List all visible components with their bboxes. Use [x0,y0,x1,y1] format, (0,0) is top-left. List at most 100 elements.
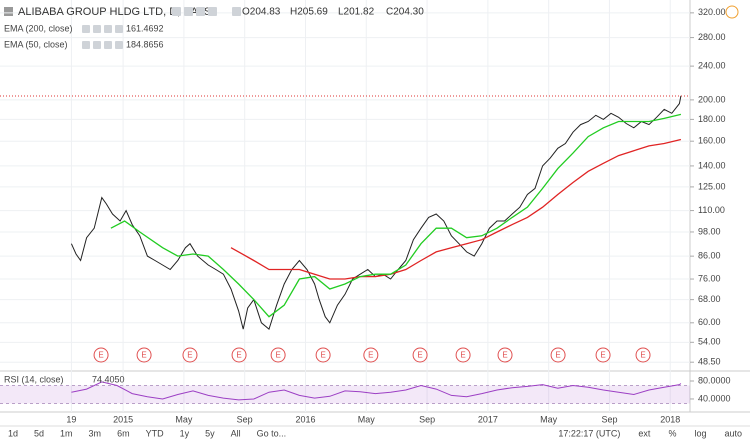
ohlc-value: H205.69 [290,7,328,18]
x-tick-label: 2017 [478,414,498,424]
collapse-icon[interactable] [4,7,13,16]
toolbar-button[interactable]: 1m [60,428,73,438]
x-tick-label: Sep [601,414,617,424]
price-line [70,95,682,330]
indicator-name: EMA (200, close) [4,23,73,33]
y-tick-label: 48.50 [698,357,721,367]
y-tick-label: 86.00 [698,251,721,261]
toolbar-button[interactable]: 3m [89,428,102,438]
earnings-label: E [187,351,192,360]
toolbar-button[interactable]: YTD [146,428,165,438]
y-tick-label: 54.00 [698,337,721,347]
indicator-icon[interactable] [93,41,101,49]
toolbar-button[interactable]: 6m [117,428,130,438]
earnings-marker[interactable] [93,347,109,363]
y-tick-label: 280.00 [698,32,726,42]
header-icon[interactable] [196,7,205,16]
toolbar-button[interactable]: log [694,428,706,438]
earnings-label: E [368,351,373,360]
ohlc-value: O204.83 [242,7,281,18]
earnings-label: E [417,351,422,360]
toolbar-button[interactable]: 17:22:17 (UTC) [558,428,620,438]
x-tick-label: 2015 [113,414,133,424]
indicator-value: 184.8656 [126,39,164,49]
earnings-marker[interactable] [550,347,566,363]
earnings-marker[interactable] [497,347,513,363]
symbol-title: ALIBABA GROUP HLDG LTD, D, BATS [18,6,211,18]
header-icon[interactable] [232,7,241,16]
toolbar-button[interactable]: 5d [34,428,44,438]
indicator-icon[interactable] [82,41,90,49]
toolbar-button[interactable]: auto [724,428,742,438]
y-tick-label: 76.00 [698,273,721,283]
header-icon[interactable] [184,7,193,16]
earnings-label: E [600,351,605,360]
toolbar-button[interactable]: Go to... [257,428,287,438]
x-tick-label: Sep [237,414,253,424]
toolbar-button[interactable]: 5y [205,428,215,438]
x-tick-label: 2016 [295,414,315,424]
ema-line [230,138,682,280]
earnings-label: E [98,351,103,360]
y-tick-label: 240.00 [698,60,726,70]
grid [0,0,690,412]
earnings-marker[interactable] [412,347,428,363]
plot [70,95,682,330]
rsi-tick-label: 40.0000 [698,393,731,403]
indicator-icon[interactable] [104,41,112,49]
earnings-marker[interactable] [455,347,471,363]
earnings-marker[interactable] [595,347,611,363]
indicator-icon[interactable] [115,41,123,49]
indicator-icon[interactable] [93,25,101,33]
earnings-marker[interactable] [270,347,286,363]
rsi-tick-label: 80.0000 [698,375,731,385]
earnings-label: E [320,351,325,360]
ohlc-value: L201.82 [338,7,375,18]
header-icon[interactable] [208,7,217,16]
y-tick-label: 125.00 [698,181,726,191]
earnings-marker[interactable] [136,347,152,363]
y-tick-label: 110.00 [698,205,725,215]
x-tick-label: 19 [66,414,76,424]
rsi-name: RSI (14, close) [4,374,64,384]
header-icon[interactable] [172,7,181,16]
alert-icon[interactable] [725,5,739,19]
earnings-marker[interactable] [363,347,379,363]
earnings-label: E [555,351,560,360]
toolbar-button[interactable]: 1y [180,428,190,438]
x-tick-label: May [175,414,193,424]
y-tick-label: 200.00 [698,94,726,104]
indicator-icon[interactable] [104,25,112,33]
indicator-value: 161.4692 [126,23,164,33]
ema-line [110,113,682,318]
x-tick-label: May [540,414,558,424]
toolbar-button[interactable]: All [231,428,241,438]
indicator-icon[interactable] [82,25,90,33]
rsi-value: 74.4050 [92,374,125,384]
x-tick-label: 2018 [660,414,680,424]
toolbar-button[interactable]: 1d [8,428,18,438]
earnings-marker[interactable] [182,347,198,363]
earnings-marker[interactable] [231,347,247,363]
earnings-marker[interactable] [635,347,651,363]
earnings-label: E [502,351,507,360]
toolbar-button[interactable]: ext [638,428,651,438]
y-tick-label: 60.00 [698,317,721,327]
rsi-band [0,385,690,404]
earnings-marker[interactable] [315,347,331,363]
earnings-label: E [460,351,465,360]
y-tick-label: 98.00 [698,226,721,236]
x-tick-label: Sep [419,414,435,424]
y-tick-label: 180.00 [698,114,726,124]
earnings-label: E [141,351,146,360]
earnings-label: E [275,351,280,360]
rsi-line [71,381,682,401]
earnings-label: E [640,351,645,360]
toolbar-button[interactable]: % [668,428,676,438]
indicator-name: EMA (50, close) [4,39,68,49]
y-tick-label: 160.00 [698,136,726,146]
y-tick-label: 68.00 [698,294,721,304]
indicator-icon[interactable] [115,25,123,33]
x-tick-label: May [358,414,376,424]
